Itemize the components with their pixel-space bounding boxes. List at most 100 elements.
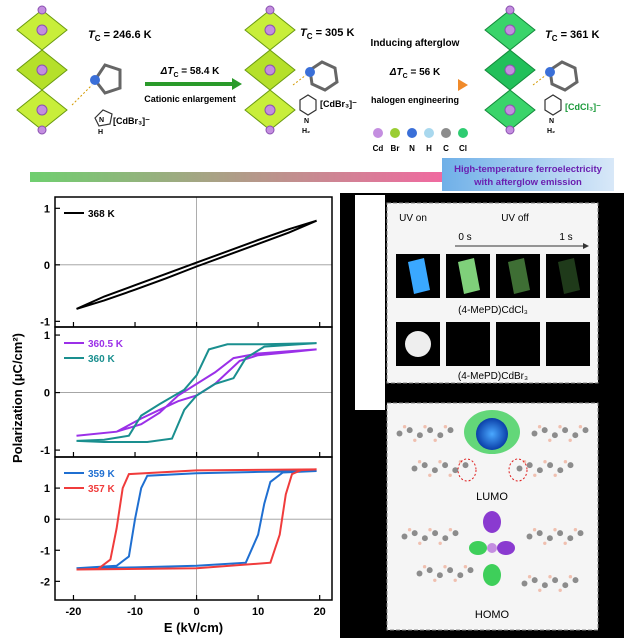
h-bond <box>71 84 93 106</box>
x-tick-label: -10 <box>127 606 143 618</box>
cation-2 <box>305 60 339 92</box>
x-tick-label: 0 <box>194 606 200 618</box>
element-label: H <box>426 144 432 153</box>
element-dot <box>424 128 434 138</box>
legend-label: 368 K <box>88 209 115 220</box>
banner <box>442 158 614 191</box>
h-bond <box>292 74 307 86</box>
element-dot <box>458 128 468 138</box>
legend-label: 357 K <box>88 484 115 495</box>
orbital-lobe <box>497 541 515 555</box>
label: 0 s <box>458 232 471 243</box>
x-axis-label: E (kV/cm) <box>164 620 223 635</box>
element-label: Cd <box>373 144 384 153</box>
atom <box>487 543 497 553</box>
crystal <box>558 258 580 294</box>
label: UV off <box>501 213 529 224</box>
plot-frame <box>54 456 333 601</box>
arrowhead <box>583 243 589 249</box>
crystal <box>508 258 530 294</box>
orbital-lobe <box>476 418 508 450</box>
structure-1 <box>16 5 68 135</box>
tc-1: TC = 246.6 K <box>88 29 152 43</box>
element-label: Br <box>391 144 400 153</box>
photo-panel: UV on UV off 0 s 1 s (4-MePD)CdCl₃ (4-Me… <box>386 202 599 384</box>
legend-label: 360 K <box>88 354 115 365</box>
h-bond <box>532 74 547 86</box>
photo <box>496 322 540 366</box>
loop <box>76 342 317 443</box>
banner-text: with afterglow emission <box>473 177 582 188</box>
h-label: H₂ <box>547 128 555 135</box>
tc-3: TC = 361 K <box>545 29 599 43</box>
y-tick-label: 0 <box>44 388 50 400</box>
photo <box>546 322 590 366</box>
delta-tc: ΔTC = 56 K <box>389 67 441 80</box>
orbital-panel: LUMO HOMO <box>386 402 599 631</box>
loop <box>76 470 317 570</box>
orbital-lobe <box>483 511 501 533</box>
arrow-top: Inducing afterglow <box>371 38 460 49</box>
x-tick-label: -20 <box>66 606 82 618</box>
label: 1 s <box>559 232 572 243</box>
n-label: N <box>549 118 554 125</box>
delta-tc: ΔTC = 58.4 K <box>160 66 221 79</box>
label: UV on <box>399 213 427 224</box>
arrow-caption: Cationic enlargement <box>144 94 236 104</box>
y-tick-label: -1 <box>40 445 50 457</box>
white-block <box>355 195 385 410</box>
crystal <box>408 258 430 294</box>
y-tick-label: 1 <box>44 483 50 495</box>
compound-label: (4-MePD)CdCl₃ <box>458 305 528 316</box>
h-label: H₂ <box>302 128 310 135</box>
arrow-caption: halogen engineering <box>371 95 459 105</box>
compound-label: (4-MePD)CdBr₃ <box>458 371 528 382</box>
loop <box>76 348 317 437</box>
tc-2: TC = 305 K <box>300 27 354 41</box>
element-dot <box>441 128 451 138</box>
element-dot <box>373 128 383 138</box>
y-tick-label: 0 <box>44 260 50 272</box>
banner-text: High-temperature ferroelectricity <box>454 164 603 175</box>
cation-3 <box>545 60 579 92</box>
anion: [CdBr₃]⁻ <box>320 99 357 109</box>
y-axis-label: Polarization (μC/cm²) <box>10 333 25 463</box>
ring-2 <box>299 94 317 116</box>
orbital-label: LUMO <box>476 491 508 503</box>
x-tick-label: 20 <box>314 606 326 618</box>
x-tick-label: 10 <box>252 606 264 618</box>
crystal <box>458 258 480 294</box>
orbital-lobe <box>483 564 501 586</box>
y-tick-label: 1 <box>44 203 50 215</box>
y-tick-label: 0 <box>44 514 50 526</box>
orbital-lobe <box>469 541 487 555</box>
y-tick-label: -1 <box>40 316 50 328</box>
loop <box>76 219 317 310</box>
legend-label: 360.5 K <box>88 339 124 350</box>
photo <box>446 322 490 366</box>
element-legend: Cd Br N H C Cl <box>373 128 468 153</box>
highlight <box>508 458 528 482</box>
n-label: N <box>99 117 104 124</box>
y-tick-label: -2 <box>40 576 50 588</box>
crystal <box>405 331 431 357</box>
element-dot <box>390 128 400 138</box>
legend-label: 359 K <box>88 469 115 480</box>
y-tick-label: -1 <box>40 545 50 557</box>
element-label: Cl <box>459 144 467 153</box>
h-label: H <box>98 129 103 136</box>
cation-1 <box>90 63 122 95</box>
structure-3 <box>484 5 536 135</box>
element-dot <box>407 128 417 138</box>
anion: [CdBr₃]⁻ <box>113 116 150 126</box>
n-label: N <box>304 118 309 125</box>
y-tick-label: 1 <box>44 330 50 342</box>
anion: [CdCl₃]⁻ <box>565 102 601 112</box>
arrowhead <box>232 78 242 90</box>
ring-3 <box>544 94 562 116</box>
highlight <box>457 458 477 482</box>
element-label: N <box>409 144 415 153</box>
structure-2 <box>244 5 296 135</box>
